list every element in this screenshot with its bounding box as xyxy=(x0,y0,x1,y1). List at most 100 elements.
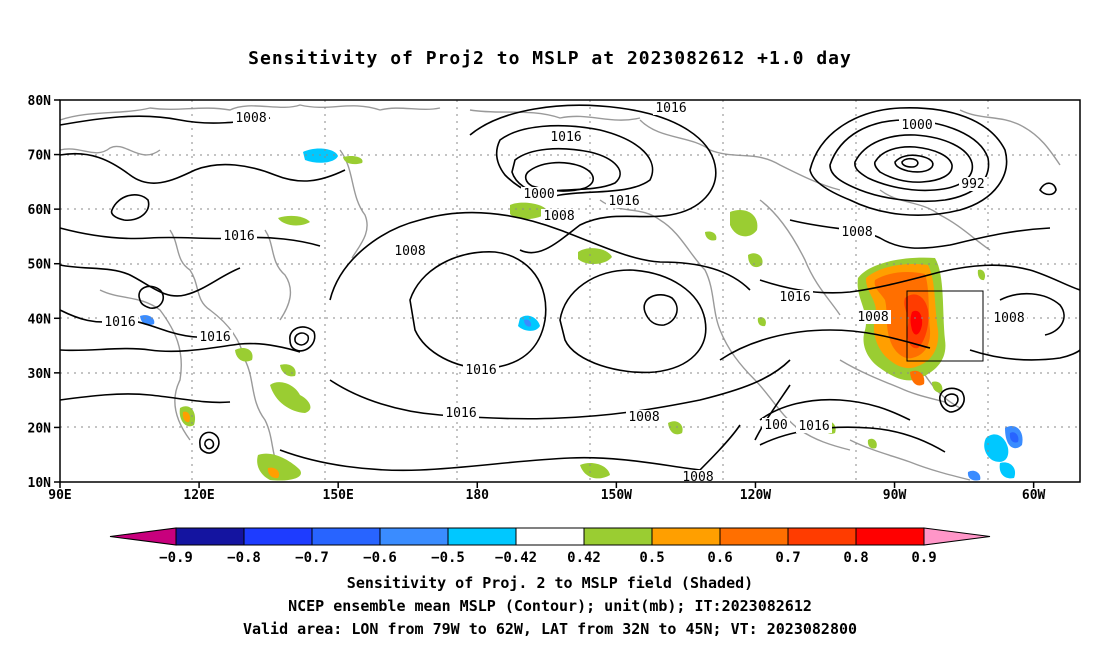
contour-label: 1016 xyxy=(655,101,686,116)
colorbar-box xyxy=(787,527,857,546)
colorbar-box xyxy=(243,527,313,546)
lat-tick-label: 30N xyxy=(28,367,52,382)
colorbar-label: 0.8 xyxy=(843,550,868,566)
colorbar-arrow-high xyxy=(923,527,991,546)
colorbar-box xyxy=(855,527,925,546)
contour-label: 1008 xyxy=(628,410,659,425)
contour-label-bg xyxy=(197,330,233,344)
contour-label-bg xyxy=(680,470,716,484)
caption-line-1: Sensitivity of Proj. 2 to MSLP field (Sh… xyxy=(346,574,754,592)
contour-label-bg xyxy=(839,225,875,239)
colorbar-label: −0.8 xyxy=(227,550,261,566)
caption-line-3: Valid area: LON from 79W to 62W, LAT fro… xyxy=(242,620,858,638)
contour-label: 1016 xyxy=(223,229,254,244)
map-area: 1008 1016 1008 1000 1008 1016 1016 1000 992 1008 1… xyxy=(59,100,1081,485)
contour-label-bg xyxy=(653,101,689,115)
contour-label-bg xyxy=(541,209,577,223)
caption-line-2: NCEP ensemble mean MSLP (Contour); unit(… xyxy=(288,597,812,615)
contour-label-bg xyxy=(463,363,499,377)
lon-tick-label: 180 xyxy=(466,488,490,503)
contour-label-bg xyxy=(606,194,642,208)
contour-label: 1008 xyxy=(857,310,888,325)
colorbar-labels: −0.9 −0.8 −0.7 −0.6 −0.5 −0.42 0.42 0.5 0.6 0.7 0.… xyxy=(159,550,937,566)
colorbar-label: −0.7 xyxy=(295,550,329,566)
contour-label-bg xyxy=(991,311,1027,325)
latitude-axis: 80N 70N 60N 50N 40N 30N 20N 10N xyxy=(28,94,60,491)
lon-tick-label: 150W xyxy=(601,488,632,503)
contour-label-bg xyxy=(959,177,987,191)
colorbar-box xyxy=(719,527,789,546)
contour-label: 1008 xyxy=(993,311,1024,326)
lat-tick-label: 50N xyxy=(28,258,52,273)
lat-tick-label: 60N xyxy=(28,203,52,218)
lat-tick-label: 40N xyxy=(28,312,52,327)
contour-label: 1016 xyxy=(465,363,496,378)
colorbar-label: 0.7 xyxy=(775,550,800,566)
contour-label: 100 xyxy=(764,418,787,433)
lon-tick-label: 90E xyxy=(48,488,71,503)
plot-title: Sensitivity of Proj2 to MSLP at 20230826… xyxy=(248,48,852,69)
contour-label: 992 xyxy=(961,177,984,192)
contour-label: 1016 xyxy=(798,419,829,434)
lon-tick-label: 120E xyxy=(183,488,214,503)
colorbar-label: 0.5 xyxy=(639,550,664,566)
contour-label: 1008 xyxy=(394,244,425,259)
colorbar-box xyxy=(515,527,585,546)
contour-label: 1008 xyxy=(841,225,872,240)
contour-label: 1008 xyxy=(543,209,574,224)
lat-tick-label: 70N xyxy=(28,149,52,164)
colorbar-label: −0.6 xyxy=(363,550,397,566)
mslp-contours xyxy=(59,104,1081,481)
lon-tick-label: 90W xyxy=(883,488,907,503)
lon-tick-label: 150E xyxy=(323,488,354,503)
colorbar-box xyxy=(311,527,381,546)
contour-label-bg xyxy=(221,229,257,243)
contour-label-bg xyxy=(521,187,557,201)
colorbar-box xyxy=(583,527,653,546)
contour-label: 1016 xyxy=(445,406,476,421)
colorbar-box xyxy=(379,527,449,546)
contour-label: 1016 xyxy=(550,130,581,145)
contour-label: 1000 xyxy=(523,187,554,202)
map-frame xyxy=(59,99,1081,483)
lat-tick-label: 80N xyxy=(28,94,52,109)
valid-area-box xyxy=(906,290,984,362)
contour-label-bg xyxy=(102,315,138,329)
contour-label-bg xyxy=(392,244,428,258)
contour-label-bg xyxy=(899,118,935,132)
contour-label: 1016 xyxy=(104,315,135,330)
contour-label-bg xyxy=(233,111,269,125)
colorbar-label: −0.9 xyxy=(159,550,193,566)
contour-label-bg xyxy=(855,310,891,324)
lat-tick-label: 10N xyxy=(28,476,52,491)
colorbar-box xyxy=(447,527,517,546)
contour-label-bg xyxy=(443,406,479,420)
colorbar-box xyxy=(175,527,245,546)
longitude-axis: 90E 120E 150E 180 150W 120W 90W 60W xyxy=(48,482,1046,503)
contour-label: 1016 xyxy=(779,290,810,305)
contour-labels: 1008 1016 1008 1000 1008 1016 1016 1000 992 1008 1… xyxy=(102,101,1027,485)
colorbar-boxes xyxy=(109,527,991,546)
colorbar-label: 0.42 xyxy=(567,550,601,566)
colorbar-arrow-low xyxy=(109,527,177,546)
contour-label-bg xyxy=(796,419,832,433)
colorbar-label: −0.5 xyxy=(431,550,465,566)
contour-label-bg xyxy=(762,418,790,432)
contour-label: 1016 xyxy=(608,194,639,209)
lon-tick-label: 120W xyxy=(740,488,771,503)
contour-label-bg xyxy=(548,130,584,144)
contour-label-bg xyxy=(626,410,662,424)
lon-tick-label: 60W xyxy=(1022,488,1046,503)
contour-label-bg xyxy=(777,290,813,304)
contour-label: 1008 xyxy=(235,111,266,126)
colorbar-box xyxy=(651,527,721,546)
contour-label: 1016 xyxy=(199,330,230,345)
colorbar-label: 0.9 xyxy=(911,550,936,566)
colorbar-label: −0.42 xyxy=(495,550,537,566)
shade-neg-arctic xyxy=(303,148,338,163)
colorbar-label: 0.6 xyxy=(707,550,732,566)
contour-label: 1000 xyxy=(901,118,932,133)
lat-tick-label: 20N xyxy=(28,421,52,436)
